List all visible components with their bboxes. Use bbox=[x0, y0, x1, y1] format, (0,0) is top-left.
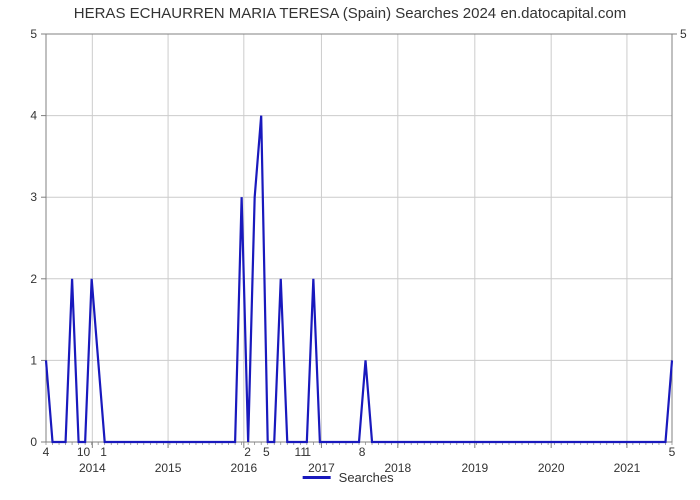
y-tick-label: 5 bbox=[30, 27, 37, 41]
line-chart: 0123455201420152016201720182019202020214… bbox=[0, 0, 700, 500]
y-tick-label: 3 bbox=[30, 190, 37, 204]
x-year-label: 2014 bbox=[79, 461, 106, 475]
y-tick-label: 0 bbox=[30, 435, 37, 449]
x-year-label: 2016 bbox=[230, 461, 257, 475]
point-value-label: 8 bbox=[359, 445, 366, 459]
point-value-label: 2 bbox=[244, 445, 251, 459]
x-year-label: 2015 bbox=[155, 461, 182, 475]
point-value-label: 1 bbox=[304, 445, 311, 459]
point-value-label: 5 bbox=[263, 445, 270, 459]
x-year-label: 2020 bbox=[538, 461, 565, 475]
legend-swatch bbox=[303, 476, 331, 479]
legend-label: Searches bbox=[339, 470, 394, 485]
plot-area bbox=[46, 34, 672, 442]
point-value-label: 4 bbox=[43, 445, 50, 459]
chart-container: 0123455201420152016201720182019202020214… bbox=[0, 0, 700, 500]
y2-tick-label: 5 bbox=[680, 27, 687, 41]
x-year-label: 2017 bbox=[308, 461, 335, 475]
y-tick-label: 1 bbox=[30, 353, 37, 367]
point-value-label: 1 bbox=[100, 445, 107, 459]
point-value-label: 5 bbox=[669, 445, 676, 459]
point-value-label: 10 bbox=[77, 445, 91, 459]
chart-title: HERAS ECHAURREN MARIA TERESA (Spain) Sea… bbox=[74, 5, 626, 22]
y-tick-label: 2 bbox=[30, 272, 37, 286]
y-tick-label: 4 bbox=[30, 109, 37, 123]
x-year-label: 2021 bbox=[614, 461, 641, 475]
x-year-label: 2019 bbox=[461, 461, 488, 475]
